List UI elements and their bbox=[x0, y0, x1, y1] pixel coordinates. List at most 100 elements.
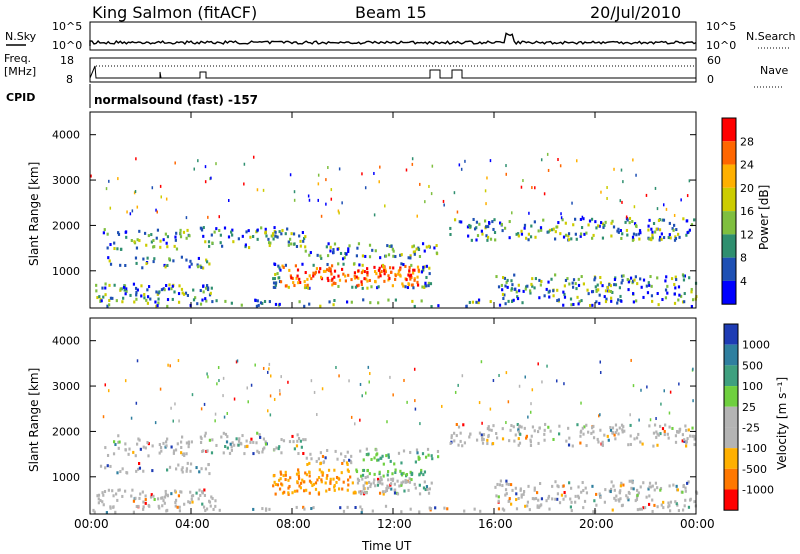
echo-cell bbox=[628, 216, 632, 220]
echo-cell bbox=[295, 244, 299, 248]
echo-cell bbox=[262, 366, 265, 370]
echo-cell bbox=[570, 303, 573, 307]
echo-cell bbox=[508, 439, 511, 443]
echo-cell bbox=[665, 275, 668, 279]
echo-cell bbox=[657, 219, 661, 223]
echo-cell bbox=[570, 500, 573, 504]
echo-cell bbox=[287, 240, 290, 244]
echo-cell bbox=[297, 452, 300, 456]
echo-cell bbox=[389, 459, 392, 463]
echo-cell bbox=[673, 213, 676, 217]
echo-cell bbox=[531, 425, 535, 429]
echo-cell bbox=[423, 480, 426, 484]
echo-cell bbox=[147, 234, 150, 238]
echo-cell bbox=[377, 285, 380, 289]
echo-cell bbox=[350, 278, 353, 282]
echo-cell bbox=[498, 373, 500, 377]
y-tick-label: 4000 bbox=[52, 335, 80, 348]
echo-cell bbox=[292, 232, 296, 236]
echo-cell bbox=[631, 279, 635, 283]
echo-cell bbox=[142, 507, 145, 511]
echo-cell bbox=[360, 508, 364, 512]
echo-cell bbox=[678, 427, 682, 431]
echo-cell bbox=[486, 427, 489, 431]
echo-cell bbox=[579, 217, 582, 221]
echo-cell bbox=[548, 228, 552, 232]
echo-cell bbox=[136, 359, 139, 363]
echo-cell bbox=[569, 297, 573, 301]
echo-cell bbox=[430, 305, 433, 309]
echo-cell bbox=[456, 210, 459, 214]
echo-cell bbox=[460, 167, 463, 171]
echo-cell bbox=[259, 301, 263, 305]
echo-cell bbox=[396, 492, 400, 496]
echo-cell bbox=[240, 442, 243, 446]
echo-cell bbox=[206, 288, 210, 292]
echo-cell bbox=[136, 238, 139, 242]
echo-cell bbox=[582, 282, 586, 286]
echo-cell bbox=[427, 453, 430, 457]
echo-cell bbox=[134, 454, 137, 458]
echo-cell bbox=[321, 471, 325, 475]
echo-cell bbox=[357, 276, 360, 280]
echo-cell bbox=[373, 472, 376, 476]
echo-cell bbox=[197, 159, 199, 163]
echo-cell bbox=[412, 271, 415, 275]
echo-cell bbox=[366, 267, 369, 271]
echo-cell bbox=[135, 469, 138, 473]
echo-cell bbox=[560, 216, 563, 220]
echo-cell bbox=[629, 423, 632, 427]
echo-cell bbox=[415, 247, 418, 251]
echo-cell bbox=[534, 277, 538, 281]
echo-cell bbox=[382, 474, 385, 478]
echo-cell bbox=[252, 507, 255, 511]
echo-cell bbox=[200, 467, 203, 471]
nsky-line bbox=[89, 32, 697, 46]
echo-cell bbox=[477, 298, 481, 302]
echo-cell bbox=[311, 484, 314, 488]
echo-cell bbox=[125, 287, 128, 291]
echo-cell bbox=[317, 198, 319, 202]
echo-cell bbox=[257, 303, 260, 307]
echo-cell bbox=[341, 201, 343, 205]
echo-cell bbox=[647, 228, 650, 232]
colorbar-tick-label: 16 bbox=[740, 205, 754, 218]
echo-cell bbox=[158, 506, 161, 510]
echo-cell bbox=[387, 253, 391, 257]
echo-cell bbox=[325, 476, 328, 480]
echo-cell bbox=[685, 219, 688, 223]
echo-cell bbox=[354, 422, 356, 426]
echo-cell bbox=[211, 300, 214, 304]
echo-cell bbox=[310, 481, 313, 485]
echo-cell bbox=[319, 254, 322, 258]
echo-cell bbox=[593, 499, 596, 503]
echo-cell bbox=[577, 494, 580, 498]
echo-cell bbox=[289, 274, 292, 278]
echo-cell bbox=[498, 303, 502, 307]
echo-cell bbox=[507, 299, 510, 303]
echo-cell bbox=[431, 457, 434, 461]
echo-cell bbox=[595, 492, 598, 496]
echo-cell bbox=[360, 280, 363, 284]
echo-cell bbox=[360, 490, 363, 494]
echo-cell bbox=[196, 265, 200, 269]
echo-cell bbox=[686, 194, 689, 198]
echo-cell bbox=[495, 436, 499, 440]
echo-cell bbox=[96, 494, 99, 498]
echo-cell bbox=[218, 508, 221, 512]
echo-cell bbox=[527, 484, 530, 488]
echo-cell bbox=[113, 247, 116, 251]
echo-cell bbox=[543, 438, 546, 442]
echo-cell bbox=[520, 425, 523, 429]
echo-cell bbox=[114, 443, 117, 447]
echo-cell bbox=[426, 447, 430, 451]
echo-cell bbox=[418, 492, 422, 496]
echo-cell bbox=[385, 487, 388, 491]
echo-cell bbox=[301, 262, 304, 266]
echo-cell bbox=[416, 280, 419, 284]
echo-cell bbox=[565, 439, 568, 443]
echo-cell bbox=[150, 493, 153, 497]
echo-cell bbox=[537, 498, 540, 502]
echo-cell bbox=[130, 494, 133, 498]
echo-cell bbox=[546, 364, 548, 368]
